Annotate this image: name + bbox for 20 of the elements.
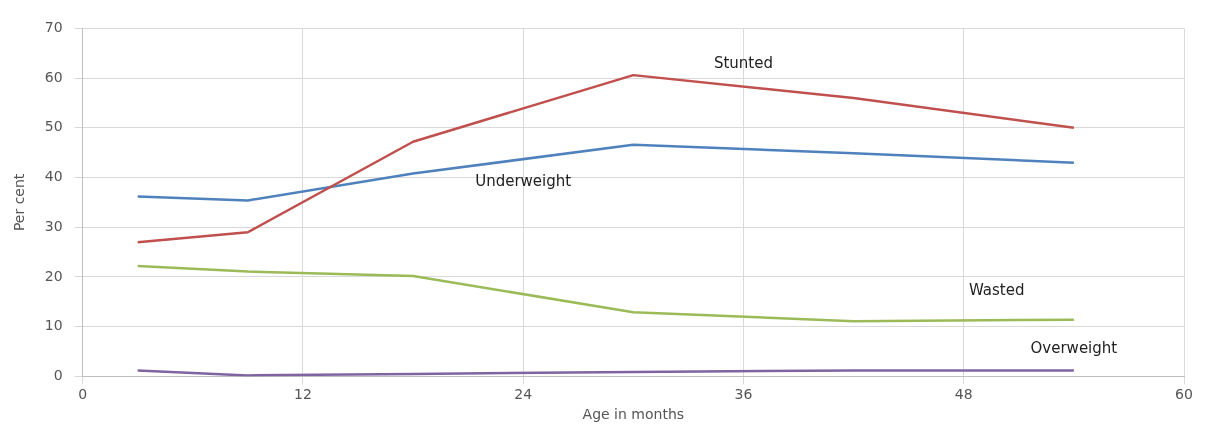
series-label: Underweight — [475, 172, 572, 191]
x-tick-label: 0 — [78, 386, 88, 403]
x-axis-title: Age in months — [582, 406, 685, 423]
x-tick-label: 60 — [1175, 386, 1193, 403]
y-tick-label: 0 — [53, 367, 63, 384]
y-tick-label: 40 — [44, 168, 63, 185]
series-label: Stunted — [713, 53, 773, 72]
series-label: Wasted — [968, 281, 1025, 300]
series-label: Overweight — [1030, 339, 1118, 358]
y-tick-label: 10 — [44, 317, 63, 334]
y-tick-label: 70 — [44, 19, 63, 36]
y-axis-title: Per cent — [11, 173, 28, 232]
x-tick-label: 12 — [293, 386, 312, 403]
y-tick-label: 60 — [44, 68, 63, 85]
x-tick-label: 36 — [734, 386, 753, 403]
y-tick-label: 30 — [44, 217, 63, 234]
y-tick-label: 50 — [44, 118, 63, 135]
x-tick-label: 24 — [514, 386, 533, 403]
y-tick-label: 20 — [44, 267, 63, 284]
x-tick-label: 48 — [954, 386, 973, 403]
